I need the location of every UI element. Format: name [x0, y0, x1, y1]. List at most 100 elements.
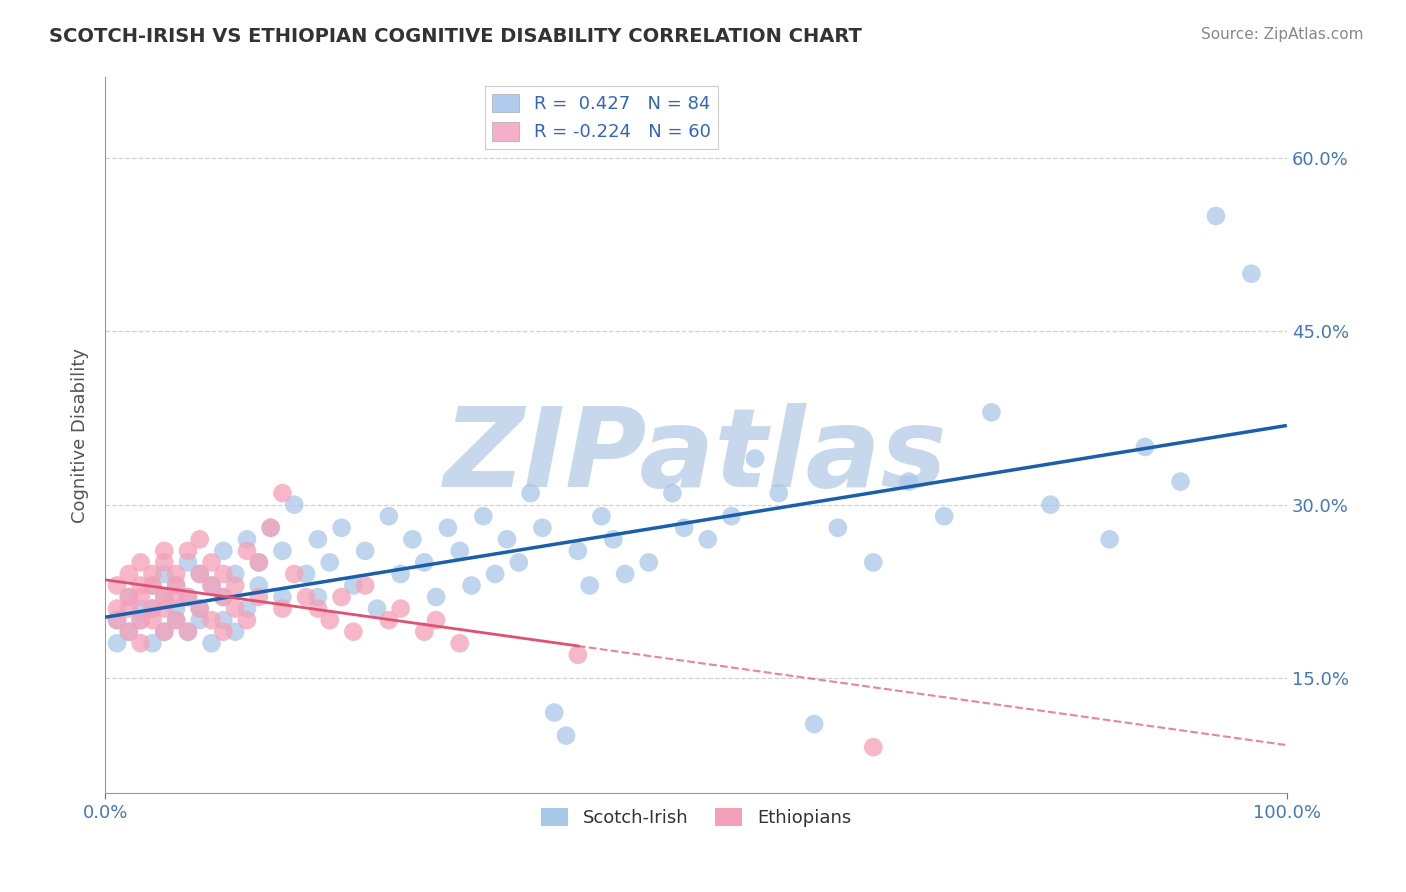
- Point: [330, 521, 353, 535]
- Point: [200, 578, 222, 592]
- Point: [283, 566, 305, 581]
- Point: [141, 601, 163, 615]
- Point: [129, 613, 152, 627]
- Point: [141, 566, 163, 581]
- Point: [188, 601, 211, 615]
- Point: [224, 566, 246, 581]
- Point: [378, 509, 401, 524]
- Point: [247, 556, 270, 570]
- Point: [153, 544, 176, 558]
- Point: [555, 729, 578, 743]
- Point: [212, 566, 235, 581]
- Point: [425, 613, 447, 627]
- Legend: Scotch-Irish, Ethiopians: Scotch-Irish, Ethiopians: [534, 801, 858, 834]
- Point: [177, 544, 200, 558]
- Point: [212, 590, 235, 604]
- Point: [105, 578, 128, 592]
- Point: [862, 740, 884, 755]
- Point: [165, 613, 187, 627]
- Point: [307, 590, 329, 604]
- Point: [200, 636, 222, 650]
- Point: [259, 521, 281, 535]
- Point: [141, 601, 163, 615]
- Point: [614, 566, 637, 581]
- Point: [118, 590, 141, 604]
- Point: [673, 521, 696, 535]
- Point: [389, 566, 412, 581]
- Point: [271, 544, 294, 558]
- Point: [283, 498, 305, 512]
- Point: [129, 601, 152, 615]
- Point: [768, 486, 790, 500]
- Point: [389, 601, 412, 615]
- Point: [437, 521, 460, 535]
- Point: [212, 624, 235, 639]
- Point: [862, 556, 884, 570]
- Point: [484, 566, 506, 581]
- Point: [153, 590, 176, 604]
- Point: [188, 566, 211, 581]
- Point: [141, 578, 163, 592]
- Point: [153, 624, 176, 639]
- Point: [661, 486, 683, 500]
- Point: [212, 613, 235, 627]
- Point: [307, 601, 329, 615]
- Point: [153, 601, 176, 615]
- Point: [602, 533, 624, 547]
- Point: [519, 486, 541, 500]
- Point: [188, 601, 211, 615]
- Point: [578, 578, 600, 592]
- Point: [354, 578, 377, 592]
- Point: [637, 556, 659, 570]
- Point: [1170, 475, 1192, 489]
- Point: [803, 717, 825, 731]
- Point: [236, 613, 259, 627]
- Point: [200, 613, 222, 627]
- Point: [897, 475, 920, 489]
- Point: [236, 533, 259, 547]
- Text: ZIPatlas: ZIPatlas: [444, 403, 948, 510]
- Point: [141, 578, 163, 592]
- Point: [188, 533, 211, 547]
- Point: [295, 566, 318, 581]
- Point: [472, 509, 495, 524]
- Point: [153, 590, 176, 604]
- Point: [247, 590, 270, 604]
- Point: [212, 590, 235, 604]
- Point: [224, 601, 246, 615]
- Point: [200, 578, 222, 592]
- Text: Source: ZipAtlas.com: Source: ZipAtlas.com: [1201, 27, 1364, 42]
- Point: [508, 556, 530, 570]
- Point: [129, 578, 152, 592]
- Point: [165, 601, 187, 615]
- Point: [531, 521, 554, 535]
- Point: [460, 578, 482, 592]
- Text: SCOTCH-IRISH VS ETHIOPIAN COGNITIVE DISABILITY CORRELATION CHART: SCOTCH-IRISH VS ETHIOPIAN COGNITIVE DISA…: [49, 27, 862, 45]
- Point: [224, 578, 246, 592]
- Point: [153, 556, 176, 570]
- Point: [720, 509, 742, 524]
- Point: [378, 613, 401, 627]
- Point: [177, 556, 200, 570]
- Point: [105, 613, 128, 627]
- Point: [425, 590, 447, 604]
- Point: [744, 451, 766, 466]
- Point: [129, 636, 152, 650]
- Point: [567, 544, 589, 558]
- Point: [118, 624, 141, 639]
- Point: [247, 556, 270, 570]
- Point: [543, 706, 565, 720]
- Point: [129, 613, 152, 627]
- Point: [1205, 209, 1227, 223]
- Point: [342, 578, 364, 592]
- Point: [165, 613, 187, 627]
- Point: [224, 624, 246, 639]
- Point: [1133, 440, 1156, 454]
- Point: [236, 601, 259, 615]
- Point: [129, 590, 152, 604]
- Point: [1039, 498, 1062, 512]
- Point: [177, 624, 200, 639]
- Point: [1240, 267, 1263, 281]
- Point: [934, 509, 956, 524]
- Point: [401, 533, 423, 547]
